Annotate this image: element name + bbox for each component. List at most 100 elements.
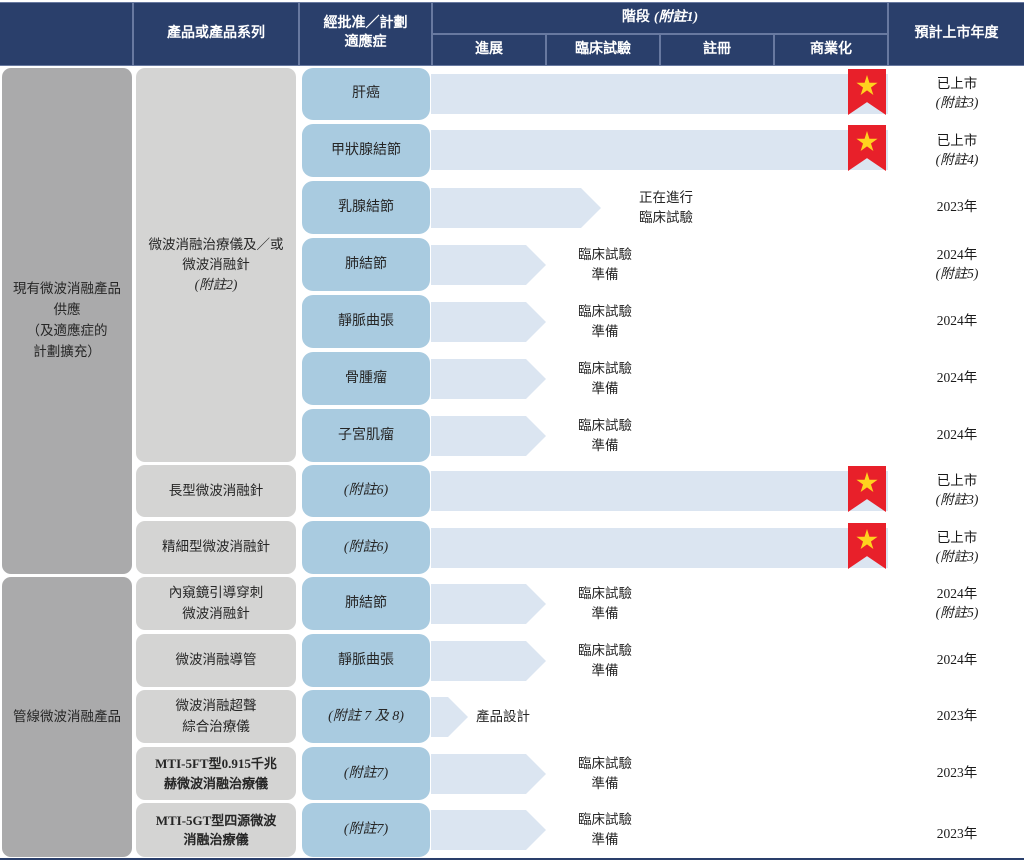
- indication-label: (附註 7 及 8): [328, 708, 404, 724]
- indication-label: 骨腫瘤: [345, 370, 387, 386]
- launch-year-value: 2024年: [936, 246, 978, 262]
- stage-arrow: [431, 245, 546, 285]
- product-label-line1: 精細型微波消融針: [162, 539, 270, 555]
- stage-track: [431, 69, 888, 115]
- indication-cell: 肝癌: [302, 68, 430, 120]
- stage-label-line1: 臨床試驗: [578, 643, 632, 659]
- table-bottom-rule: [0, 858, 1024, 860]
- indication-cell: (附註6): [302, 465, 430, 517]
- indication-label: (附註6): [343, 483, 389, 499]
- indication-cell: 靜脈曲張: [302, 295, 430, 348]
- indication-label: 肺結節: [345, 256, 387, 272]
- launch-year-note: (附註5): [935, 265, 979, 281]
- stage-bar-full: [431, 130, 888, 170]
- launch-year-cell: 2023年: [890, 747, 1024, 800]
- launch-year-cell: 2024年 (附註5): [890, 238, 1024, 291]
- launch-year-cell: 已上市 (附註4): [890, 124, 1024, 177]
- indication-cell: 肺結節: [302, 577, 430, 630]
- stage-label-line1: 臨床試驗: [578, 304, 632, 320]
- launch-year-cell: 2024年: [890, 295, 1024, 348]
- group-label-line4: 計劃擴充）: [33, 343, 101, 359]
- header-indication-label-line2: 適應症: [344, 35, 387, 50]
- indication-label: (附註6): [343, 539, 389, 555]
- stage-arrow: [431, 754, 546, 794]
- product-cell-fine-needle: 精細型微波消融針: [136, 521, 296, 574]
- indication-cell: 子宮肌瘤: [302, 409, 430, 462]
- header-stage-group-note: (附註1): [653, 9, 699, 25]
- stage-track: [431, 125, 888, 171]
- stage-arrow: [431, 359, 546, 399]
- group-label-line3: （及適應症的: [26, 323, 108, 338]
- header-cell-stage-group: 階段 (附註1): [432, 2, 888, 34]
- launch-year-cell: 已上市 (附註3): [890, 465, 1024, 517]
- product-label-line2: 消融治療儀: [183, 832, 249, 847]
- product-label-note: (附註2): [194, 277, 238, 293]
- stage-label-line2: 準備: [591, 438, 619, 453]
- stage-label-line1: 臨床試驗: [578, 756, 632, 772]
- indication-label: 乳腺結節: [338, 199, 394, 215]
- stage-label-line2: 準備: [591, 267, 619, 282]
- stage-label-line2: 準備: [591, 381, 619, 396]
- launch-year-note: (附註3): [935, 492, 979, 507]
- product-cell-mti-5gt: MTI-5GT型四源微波 消融治療儀: [136, 803, 296, 857]
- stage-label: 臨床試驗 準備: [546, 359, 664, 399]
- stage-label: 產品設計: [476, 697, 586, 737]
- indication-label: 靜脈曲張: [338, 652, 394, 668]
- header-launch-year-label: 預計上市年度: [914, 25, 999, 41]
- indication-cell: 靜脈曲張: [302, 634, 430, 687]
- launch-year-value: 2023年: [936, 199, 978, 215]
- product-cell-mti-5ft: MTI-5FT型0.915千兆 赫微波消融治療儀: [136, 747, 296, 800]
- header-stage-commercialization-label: 商業化: [810, 41, 852, 57]
- product-cell-ultrasound-integrated: 微波消融超聲 綜合治療儀: [136, 690, 296, 743]
- product-cell-mwa-catheter: 微波消融導管: [136, 634, 296, 687]
- header-stage-registration-label: 註冊: [703, 41, 731, 57]
- launch-year-value: 已上市: [936, 529, 978, 545]
- launch-year-cell: 2023年: [890, 690, 1024, 743]
- stage-track: [431, 523, 888, 569]
- product-cell-mwa-device-needle: 微波消融治療儀及／或 微波消融針 (附註2): [136, 68, 296, 462]
- product-cell-long-needle: 長型微波消融針: [136, 465, 296, 517]
- header-cell-stage-progress: 進展: [432, 34, 546, 66]
- stage-label-line1: 臨床試驗: [578, 418, 632, 434]
- launch-year-value: 2024年: [936, 427, 978, 443]
- stage-arrow: [431, 697, 468, 737]
- launch-year-value: 2024年: [936, 652, 978, 668]
- header-stage-group-label: 階段: [621, 9, 650, 25]
- header-stage-trial-label: 臨床試驗: [575, 41, 631, 57]
- star-icon: [856, 472, 878, 493]
- star-icon: [856, 131, 878, 152]
- indication-cell: 骨腫瘤: [302, 352, 430, 405]
- launch-year-cell: 已上市 (附註3): [890, 521, 1024, 574]
- launch-year-note: (附註4): [935, 151, 979, 167]
- header-cell-product: 產品或產品系列: [133, 2, 299, 66]
- indication-label: 甲狀腺結節: [331, 142, 401, 158]
- indication-label: (附註7): [343, 765, 389, 781]
- launch-year-cell: 2024年 (附註5): [890, 577, 1024, 630]
- product-label-line2: 赫微波消融治療儀: [163, 775, 268, 791]
- group-label-line1: 現有微波消融產品: [13, 281, 121, 297]
- stage-label-line2: 準備: [591, 776, 619, 791]
- stage-label: 臨床試驗 準備: [546, 302, 664, 342]
- group-label-line1: 管線微波消融產品: [13, 708, 121, 724]
- product-label-line1: MTI-5FT型0.915千兆: [155, 756, 277, 771]
- stage-label-line1: 臨床試驗: [578, 812, 632, 828]
- stage-label-line2: 準備: [591, 663, 619, 678]
- group-label-line2: 供應: [53, 302, 81, 318]
- indication-cell: (附註7): [302, 803, 430, 857]
- stage-track: 產品設計: [431, 697, 888, 737]
- stage-label-line2: 準備: [591, 606, 619, 621]
- launch-year-value: 2024年: [936, 370, 978, 386]
- launch-year-value: 已上市: [936, 76, 978, 92]
- launch-year-value: 2024年: [936, 313, 978, 329]
- stage-label-line1: 臨床試驗: [578, 361, 632, 377]
- header-cell-stage-commercialization: 商業化: [774, 34, 888, 66]
- stage-label-line1: 產品設計: [476, 709, 530, 725]
- product-label-line1: 內窺鏡引導穿刺: [168, 585, 264, 601]
- header-stage-progress-label: 進展: [475, 41, 503, 57]
- stage-label-line1: 正在進行: [639, 190, 693, 206]
- header-product-label: 產品或產品系列: [167, 25, 265, 41]
- star-icon: [856, 75, 878, 96]
- header-cell-group: [0, 2, 133, 66]
- launch-year-value: 已上市: [936, 473, 978, 489]
